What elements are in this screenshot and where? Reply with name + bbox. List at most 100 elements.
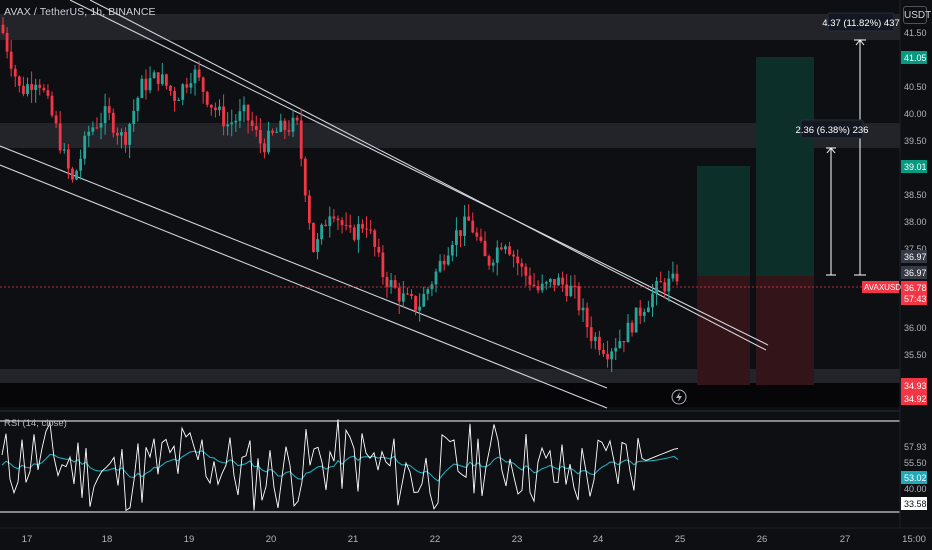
candle-body — [193, 69, 197, 84]
candle-body — [152, 72, 156, 79]
candle-body — [258, 129, 262, 144]
candle-body — [173, 90, 176, 101]
candle-body — [410, 293, 413, 296]
candle-body — [577, 286, 581, 311]
candlestick-series[interactable] — [1, 17, 679, 373]
candle-body — [46, 90, 50, 96]
measure-label-1-bg — [827, 12, 895, 32]
candle-body — [606, 353, 609, 360]
price-axis[interactable] — [900, 0, 932, 528]
entry-badge-b: 36.97 — [904, 268, 927, 278]
measure-tools[interactable] — [826, 39, 866, 276]
candle-body — [230, 122, 234, 125]
candle-body — [471, 220, 475, 233]
candle-body — [581, 307, 585, 311]
candle-body — [446, 255, 450, 265]
candle-body — [491, 262, 495, 266]
candle-body — [593, 336, 597, 341]
badge-bg — [901, 497, 927, 510]
candle-body — [42, 87, 46, 91]
candle-body — [205, 91, 209, 105]
price-tick: 35.50 — [904, 350, 927, 360]
symbol-title[interactable]: AVAX / TetherUS, 1h, BINANCE — [4, 6, 156, 18]
price-tick: 39.50 — [904, 136, 927, 146]
candle-body — [189, 83, 193, 88]
time-tick: 20 — [266, 534, 277, 545]
candle-body — [71, 168, 74, 180]
candle-body — [520, 263, 524, 267]
candle-body — [201, 77, 205, 92]
time-axis[interactable]: 17 18 19 20 21 22 23 24 25 26 27 15:00 — [22, 534, 926, 545]
candle-body — [287, 130, 291, 132]
candle-body — [169, 85, 172, 91]
candle-body — [160, 74, 164, 84]
candle-body — [536, 285, 540, 291]
currency-button[interactable]: USDT — [903, 6, 931, 24]
candle-body — [647, 307, 650, 313]
candle-body — [291, 117, 295, 132]
candle-body — [299, 120, 303, 159]
descending-channel[interactable] — [0, 0, 769, 409]
rsi-axis-labels: 57.93 55.50 53.02 40.00 33.58 — [901, 442, 927, 510]
channel-lower-line-b[interactable] — [0, 164, 608, 409]
target-1-badge: 39.01 — [904, 162, 927, 172]
time-tick: 25 — [675, 534, 686, 545]
candle-body — [504, 246, 507, 250]
candle-body — [17, 76, 21, 86]
rsi-ma-line[interactable] — [1, 450, 679, 482]
candle-body — [483, 240, 487, 257]
resistance-zone[interactable] — [0, 14, 900, 40]
candle-body — [450, 245, 454, 256]
candle-body — [401, 293, 405, 302]
candle-body — [459, 230, 462, 236]
rsi-line[interactable] — [1, 419, 679, 512]
candle-body — [156, 72, 160, 84]
candle-body — [267, 130, 270, 153]
time-tick: 26 — [757, 534, 768, 545]
price-tick: 40.00 — [904, 109, 927, 119]
candle-body — [22, 85, 25, 95]
candle-body — [479, 236, 483, 241]
channel-lower-line-a[interactable] — [0, 145, 608, 389]
candle-body — [397, 287, 401, 302]
candle-body — [377, 246, 381, 253]
candle-body — [13, 68, 17, 77]
candle-body — [303, 158, 307, 196]
measure-label-2-bg — [800, 119, 864, 139]
candle-body — [226, 124, 230, 127]
candle-body — [597, 336, 601, 351]
candle-body — [651, 293, 654, 308]
candle-body — [389, 280, 393, 287]
long-position-tool[interactable] — [697, 57, 814, 385]
candle-body — [144, 78, 148, 91]
candle-body — [263, 143, 266, 153]
rsi-ma-badge: 53.02 — [904, 473, 927, 483]
candle-body — [26, 84, 29, 95]
support-zone[interactable] — [0, 369, 900, 383]
candle-body — [75, 170, 78, 180]
price-axis-labels: 41.50 40.50 40.00 39.50 38.50 38.00 37.5… — [904, 28, 927, 360]
mid-zone[interactable] — [0, 123, 900, 148]
channel-upper-line-a[interactable] — [69, 0, 769, 346]
candle-body — [66, 149, 70, 169]
candle-body — [369, 229, 373, 231]
alert-icon[interactable] — [671, 389, 687, 405]
candle-body — [508, 246, 511, 255]
candle-body — [34, 84, 38, 90]
candle-body — [499, 247, 503, 250]
rsi-title[interactable]: RSI (14, close) — [4, 418, 67, 429]
time-tick: 17 — [22, 534, 33, 545]
countdown-badge: 57:43 — [904, 294, 927, 304]
candle-body — [307, 195, 311, 223]
stop-badge-b: 34.92 — [904, 394, 927, 404]
candle-body — [83, 135, 87, 159]
candle-body — [132, 110, 136, 124]
candle-body — [271, 130, 274, 133]
symbol-badge: AVAXUSDT — [864, 283, 906, 292]
candle-body — [238, 111, 242, 121]
candle-body — [214, 107, 217, 111]
candle-body — [406, 293, 409, 295]
measure-label-2: 2.36 (6.38%) 236 — [796, 125, 869, 136]
channel-upper-line-b[interactable] — [89, 0, 767, 351]
